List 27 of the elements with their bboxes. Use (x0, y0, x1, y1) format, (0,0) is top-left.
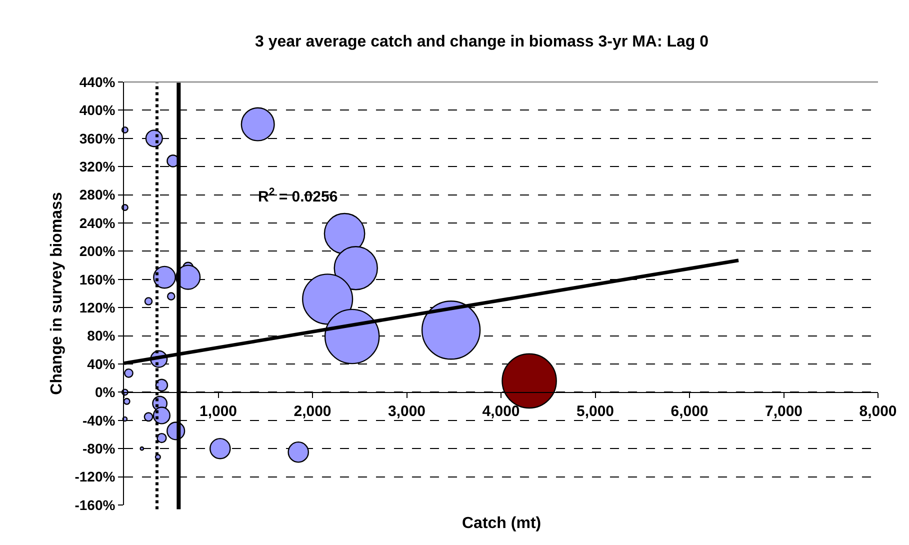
x-tick-label: 7,000 (764, 403, 803, 420)
y-tick-label: -40% (82, 412, 116, 428)
y-tick-label: 280% (79, 186, 116, 203)
y-tick-label: -160% (74, 496, 116, 513)
chart-title: 3 year average catch and change in biomass 3-yr MA: Lag 0 (255, 34, 709, 51)
x-tick-label: 1,000 (199, 403, 238, 420)
y-tick-label: 320% (79, 158, 116, 174)
x-tick-label: 6,000 (670, 403, 708, 420)
x-tick-label: 8,000 (859, 403, 897, 420)
x-axis-title: Catch (mt) (462, 515, 542, 532)
x-tick-label: 2,000 (294, 403, 332, 420)
y-tick-label: 240% (79, 214, 116, 231)
y-axis-title: Change in survey biomass (48, 192, 66, 395)
y-tick-label: 400% (79, 102, 116, 118)
y-tick-label: 120% (79, 300, 116, 316)
x-tick-label: 3,000 (388, 403, 426, 420)
x-tick-label: 5,000 (576, 403, 614, 420)
y-tick-label: 360% (79, 130, 116, 146)
x-tick-label: 4,000 (482, 403, 520, 420)
y-tick-label: 440% (79, 74, 116, 90)
y-tick-label: 40% (87, 356, 116, 372)
y-tick-label: 160% (79, 271, 116, 288)
y-tick-label: 200% (79, 243, 116, 260)
y-tick-label: -80% (82, 440, 116, 456)
y-tick-label: 80% (87, 328, 116, 344)
y-tick-label: 0% (94, 384, 116, 400)
y-tick-label: -120% (74, 468, 116, 485)
